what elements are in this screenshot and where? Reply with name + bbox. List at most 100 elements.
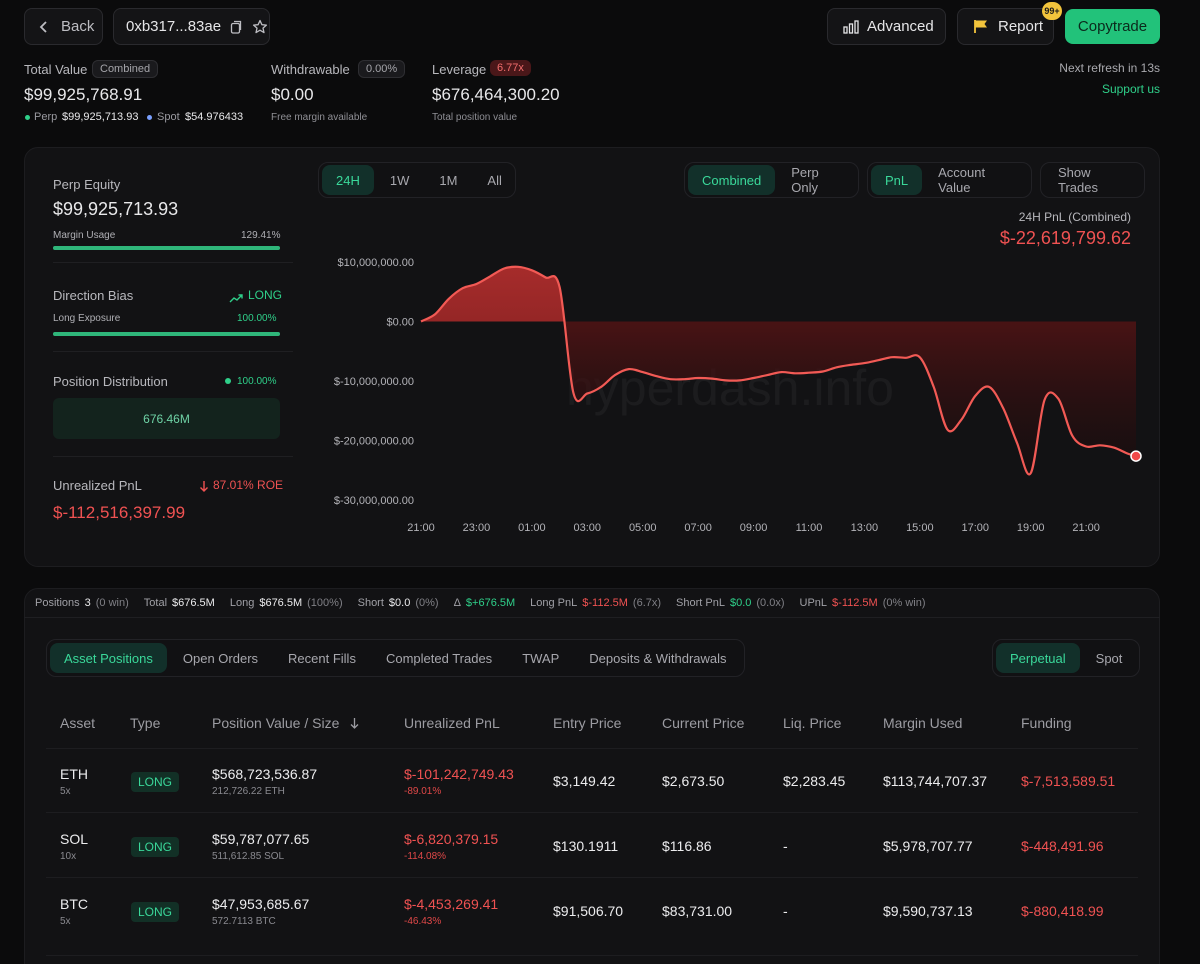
current-price: $116.86 (662, 838, 712, 854)
withdrawable-label: Withdrawable (271, 62, 350, 77)
roe-value: 87.01% ROE (213, 478, 284, 492)
row-divider (46, 877, 1138, 878)
x-tick-label: 17:00 (961, 522, 989, 534)
report-label: Report (998, 18, 1044, 35)
support-link[interactable]: Support us (1101, 82, 1160, 96)
position-size: 511,612.85 SOL (212, 851, 285, 862)
pnl-title: 24H PnL (Combined) (1018, 210, 1131, 224)
x-tick-label: 03:00 (574, 522, 602, 534)
perp-value: $99,925,713.93 (62, 111, 139, 123)
mode-perp-only[interactable]: Perp Only (791, 165, 819, 195)
header-liq-price[interactable]: Liq. Price (783, 715, 842, 731)
tab-recent-fills[interactable]: Recent Fills (288, 650, 356, 666)
range-1w[interactable]: 1W (389, 172, 410, 188)
back-button[interactable]: Back (24, 8, 103, 45)
mode-combined[interactable]: Combined (688, 165, 776, 195)
positions-tabs: Asset Positions Open Orders Recent Fills… (46, 639, 745, 677)
long-pnl-label: Long PnL (530, 597, 578, 609)
refresh-text: Next refresh in 13s (1059, 61, 1160, 75)
x-tick-label: 07:00 (684, 522, 712, 534)
tab-twap[interactable]: TWAP (522, 650, 560, 666)
report-button[interactable]: Report (957, 8, 1054, 45)
tab-completed-trades[interactable]: Completed Trades (385, 650, 493, 666)
long-exposure-value: 100.00% (237, 313, 277, 324)
position-dist-label: Position Distribution (53, 374, 168, 389)
row-divider (46, 812, 1138, 813)
position-value: $59,787,077.65 (212, 831, 310, 847)
header-current-price[interactable]: Current Price (662, 715, 745, 731)
long-pnl-value: $-112.5M (582, 597, 628, 609)
range-all[interactable]: All (487, 172, 502, 188)
tab-asset-positions[interactable]: Asset Positions (50, 643, 167, 673)
long-label: Long (229, 597, 255, 609)
unrealized-pnl: $-6,820,379.15 (404, 831, 499, 847)
back-label: Back (61, 18, 95, 35)
total-value: $676.5M (172, 597, 215, 609)
header-entry-price[interactable]: Entry Price (553, 715, 622, 731)
arrow-down-icon (199, 479, 209, 497)
unrealized-pnl: $-4,453,269.41 (404, 896, 499, 912)
spot-value: $54.976433 (185, 111, 244, 123)
header-funding[interactable]: Funding (1021, 715, 1072, 731)
type-badge: LONG (131, 772, 180, 792)
asset-leverage: 10x (60, 851, 77, 862)
x-tick-label: 19:00 (1017, 522, 1045, 534)
tab-perpetual[interactable]: Perpetual (996, 643, 1080, 673)
unrealized-pnl-label: Unrealized PnL (53, 478, 142, 493)
sort-arrow-icon[interactable] (350, 716, 359, 734)
range-selector: 24H 1W 1M All (318, 162, 516, 198)
x-tick-label: 15:00 (906, 522, 934, 534)
metric-pnl[interactable]: PnL (871, 165, 923, 195)
margin-used: $113,744,707.37 (883, 773, 988, 789)
asset-leverage: 5x (60, 916, 71, 927)
long-pct: (100%) (307, 597, 343, 609)
range-1m[interactable]: 1M (439, 172, 458, 188)
liq-price: $2,283.45 (783, 773, 846, 789)
stats-bar: Positions 3 (0 win) Total $676.5M Long $… (35, 597, 926, 609)
withdrawable-value: $0.00 (271, 85, 314, 104)
metric-account-value[interactable]: Account Value (938, 165, 986, 195)
header-margin-used[interactable]: Margin Used (883, 715, 963, 731)
withdrawable-pct-tag: 0.00% (358, 60, 406, 78)
range-24h[interactable]: 24H (322, 165, 374, 195)
upnl-win: (0% win) (882, 597, 926, 609)
delta-label: Δ (453, 597, 461, 609)
liq-price: - (783, 903, 788, 919)
show-trades-toggle: Show Trades (1040, 162, 1145, 198)
copy-icon[interactable] (230, 20, 242, 34)
short-pnl-value: $0.0 (729, 597, 752, 609)
advanced-button[interactable]: Advanced (827, 8, 946, 45)
header-type[interactable]: Type (130, 715, 161, 731)
address-chip[interactable]: 0xb317...83ae (113, 8, 270, 45)
show-trades-button[interactable]: Show Trades (1058, 165, 1098, 195)
total-value: $99,925,768.91 (24, 85, 143, 104)
position-size: 212,726.22 ETH (212, 786, 285, 797)
withdrawable-sub: Free margin available (271, 112, 368, 123)
divider (53, 456, 293, 457)
type-badge: LONG (131, 902, 180, 922)
header-position-value[interactable]: Position Value / Size (212, 715, 340, 731)
perp-label: Perp (34, 111, 58, 123)
entry-price: $3,149.42 (553, 773, 616, 789)
position-value: $47,953,685.67 (212, 896, 310, 912)
position-size: 572.7113 BTC (212, 916, 276, 927)
tab-deposits-withdrawals[interactable]: Deposits & Withdrawals (589, 650, 727, 666)
y-tick-label: $-30,000,000.00 (334, 495, 414, 507)
pnl-value: $-22,619,799.62 (999, 228, 1131, 248)
total-label: Total (143, 597, 168, 609)
star-icon[interactable] (252, 19, 268, 35)
market-tabs: Perpetual Spot (992, 639, 1141, 677)
divider (53, 351, 293, 352)
current-price: $2,673.50 (662, 773, 725, 789)
tab-open-orders[interactable]: Open Orders (182, 650, 259, 666)
header-asset[interactable]: Asset (60, 715, 96, 731)
upnl-value: $-112.5M (832, 597, 878, 609)
unrealized-pnl-value: $-112,516,397.99 (53, 503, 186, 522)
copytrade-button[interactable]: Copytrade (1065, 9, 1160, 44)
spot-label: Spot (157, 111, 180, 123)
header-unrealized-pnl[interactable]: Unrealized PnL (404, 715, 500, 731)
funding: $-448,491.96 (1021, 838, 1104, 854)
position-dist-pct: 100.00% (237, 376, 277, 387)
advanced-label: Advanced (867, 18, 934, 35)
tab-spot[interactable]: Spot (1095, 650, 1123, 666)
